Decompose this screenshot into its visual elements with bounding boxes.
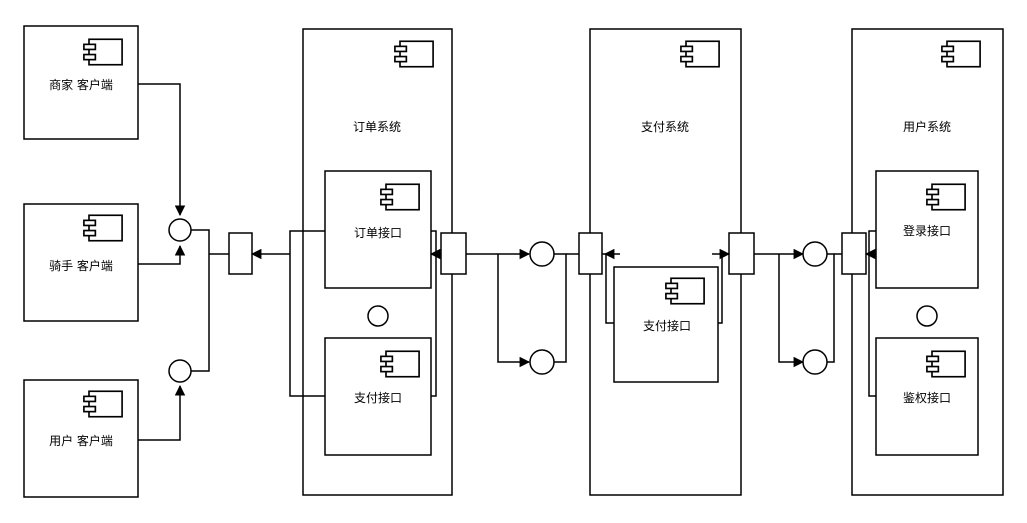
rider-client-component: 骑手 客户端 <box>23 203 139 322</box>
payment-api-label: 支付接口 <box>643 318 691 333</box>
user-client-component: 用户 客户端 <box>23 379 139 498</box>
merchant-connector <box>138 83 186 217</box>
payment-port-in <box>578 232 603 275</box>
user-internal-wire <box>868 230 876 397</box>
component-icon <box>82 390 124 418</box>
order-internal-wire <box>289 230 325 397</box>
order-system-title: 订单系统 <box>353 120 401 134</box>
component-icon <box>82 38 124 66</box>
payment-interface-upper <box>529 241 555 267</box>
payment-port-out <box>728 232 755 275</box>
order-right-wire <box>431 230 437 397</box>
merchant-client-component: 商家 客户端 <box>23 25 139 140</box>
client-interface-bottom <box>168 359 192 383</box>
order-payment-api-component: 支付接口 <box>324 337 432 456</box>
order-internal-interface <box>367 305 389 327</box>
component-icon <box>379 350 421 378</box>
payment-system: 支付系统 <box>589 28 742 496</box>
user-client-label: 用户 客户端 <box>49 433 113 448</box>
order-payment-api-label: 支付接口 <box>354 390 402 405</box>
login-api-label: 登录接口 <box>903 223 951 238</box>
payment-interface-lower <box>529 349 555 375</box>
component-icon <box>664 277 706 305</box>
order-api-component: 订单接口 <box>324 170 432 289</box>
payment-system-title: 支付系统 <box>641 120 689 134</box>
user-interface-bus <box>827 253 835 363</box>
order-api-label: 订单接口 <box>354 225 402 240</box>
user-internal-interface <box>916 305 938 327</box>
component-icon <box>925 350 967 378</box>
component-icon <box>379 183 421 211</box>
order-to-payment-link-lower <box>497 254 531 368</box>
auth-api-component: 鉴权接口 <box>875 337 979 456</box>
login-api-component: 登录接口 <box>875 170 979 289</box>
user-interface-lower <box>802 349 828 375</box>
payment-interface-bus <box>554 253 567 363</box>
component-icon <box>925 183 967 211</box>
component-icon <box>679 40 721 68</box>
component-icon <box>82 214 124 242</box>
user-interface-upper <box>802 241 828 267</box>
merchant-client-label: 商家 客户端 <box>49 77 113 92</box>
rider-connector <box>138 244 186 265</box>
component-icon <box>393 40 435 68</box>
payment-to-user-link-lower <box>778 254 805 368</box>
client-interface-top <box>168 218 192 242</box>
gateway-port <box>228 232 253 275</box>
user-port <box>841 232 867 275</box>
interface-bus <box>191 229 210 372</box>
rider-client-label: 骑手 客户端 <box>49 258 113 273</box>
auth-api-label: 鉴权接口 <box>903 390 951 405</box>
component-icon <box>940 40 982 68</box>
user-system-title: 用户系统 <box>903 119 951 134</box>
user-connector <box>138 384 186 441</box>
order-port <box>440 232 467 275</box>
payment-api-component: 支付接口 <box>613 266 719 383</box>
